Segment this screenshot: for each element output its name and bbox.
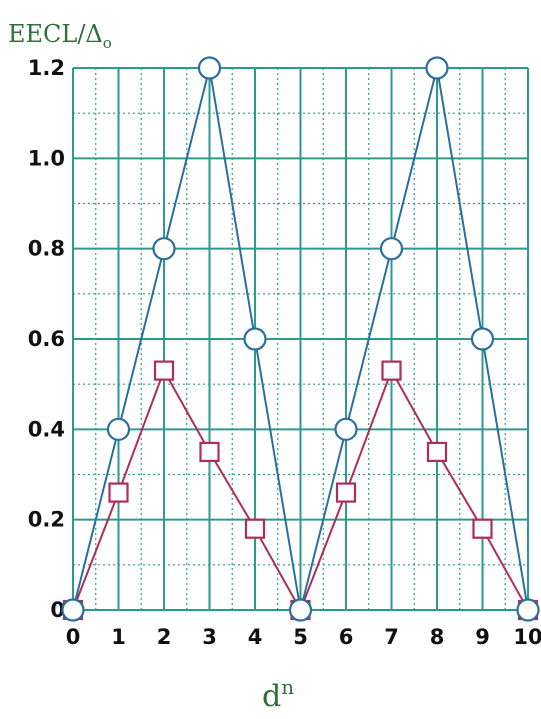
data-point-square	[244, 518, 266, 539]
data-point-square	[108, 482, 129, 503]
y-tick-label: 0.4	[28, 417, 65, 441]
data-point-square	[335, 482, 357, 503]
data-point-circle	[334, 417, 358, 441]
y-axis-label-main: EECL/Δ	[8, 20, 103, 48]
data-point-circle	[379, 237, 404, 261]
x-tick-label: 7	[384, 625, 399, 649]
x-axis-label-main: d	[262, 679, 281, 714]
data-point-square	[426, 441, 448, 463]
data-point-circle	[288, 598, 313, 622]
data-point-circle	[425, 56, 449, 80]
data-point-square	[153, 360, 175, 381]
data-point-circle	[61, 598, 85, 622]
x-tick-label: 1	[111, 625, 126, 649]
x-axis-label-superscript: n	[281, 675, 294, 699]
data-point-square	[472, 518, 493, 539]
series-circle	[61, 56, 540, 622]
data-point-circle	[516, 598, 540, 622]
data-point-circle	[106, 417, 131, 441]
data-point-circle	[470, 327, 495, 351]
data-point-circle	[197, 56, 222, 80]
y-tick-label: 0	[50, 598, 65, 622]
y-tick-label: 1.0	[28, 146, 65, 170]
x-tick-label: 5	[293, 625, 308, 649]
y-axis-label-subscript: o	[103, 34, 112, 52]
series	[61, 56, 540, 622]
y-tick-label: 0.2	[28, 508, 65, 532]
data-point-square	[199, 441, 220, 463]
y-tick-label: 0.6	[28, 327, 65, 351]
x-tick-label: 9	[475, 625, 490, 649]
data-point-square	[381, 360, 402, 381]
y-tick-label: 1.2	[28, 56, 65, 80]
tick-labels: 0 0.2 0.4 0.6 0.8 1.0 1.2 0 1 2 3 4 5 6 7 8 9 10	[28, 56, 541, 649]
x-tick-label: 10	[513, 625, 541, 649]
y-axis-label: EECL/Δo	[8, 20, 112, 52]
x-tick-label: 6	[339, 625, 354, 649]
x-tick-label: 8	[430, 625, 445, 649]
x-tick-label: 2	[157, 625, 172, 649]
y-tick-label: 0.8	[28, 237, 65, 261]
x-tick-label: 4	[248, 625, 263, 649]
data-point-circle	[152, 237, 176, 261]
data-point-circle	[243, 327, 267, 351]
x-tick-label: 3	[202, 625, 217, 649]
x-tick-label: 0	[66, 625, 81, 649]
x-axis-label: dn	[262, 675, 294, 714]
